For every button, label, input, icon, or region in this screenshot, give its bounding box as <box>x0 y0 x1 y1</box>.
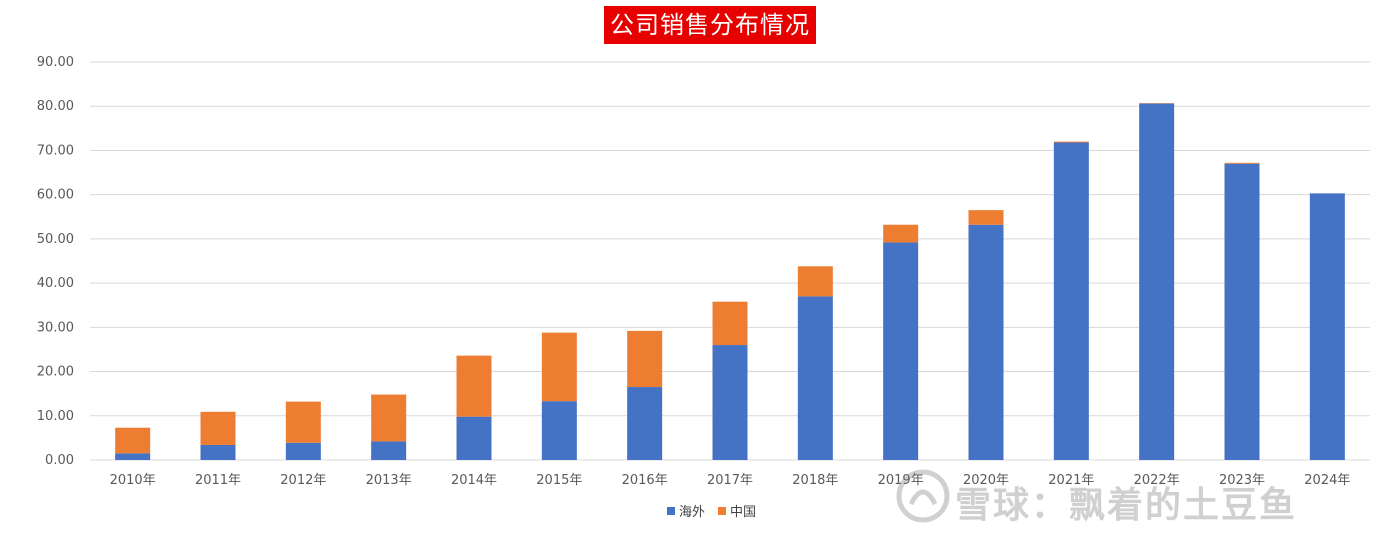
bar-china <box>200 411 236 445</box>
legend-label-overseas: 海外 <box>679 505 705 520</box>
bar-china <box>883 224 919 243</box>
legend: 海外 中国 <box>667 505 756 520</box>
x-tick-label: 2020年 <box>963 473 1009 488</box>
x-tick-label: 2023年 <box>1219 473 1265 488</box>
bar-overseas <box>115 453 151 460</box>
bar-china <box>1053 141 1089 143</box>
x-tick-label: 2011年 <box>195 473 241 488</box>
x-tick-label: 2016年 <box>622 473 668 488</box>
bar-china <box>1224 162 1260 164</box>
bar-overseas <box>371 441 407 460</box>
y-tick-label: 0.00 <box>45 453 74 468</box>
x-tick-label: 2019年 <box>878 473 924 488</box>
bar-overseas <box>627 387 663 460</box>
y-tick-label: 60.00 <box>37 188 74 203</box>
x-tick-label: 2024年 <box>1304 473 1350 488</box>
y-axis-ticks: 0.00 10.00 20.00 30.00 40.00 50.00 60.00 70.00 8… <box>37 55 74 468</box>
bar-china <box>968 210 1004 225</box>
y-tick-label: 80.00 <box>37 99 74 114</box>
x-tick-label: 2014年 <box>451 473 497 488</box>
x-tick-label: 2022年 <box>1134 473 1180 488</box>
bar-overseas <box>712 345 748 460</box>
bar-china <box>541 332 577 402</box>
bar-overseas <box>541 401 577 460</box>
y-tick-label: 50.00 <box>37 232 74 247</box>
bar-china <box>371 394 407 442</box>
x-tick-label: 2013年 <box>366 473 412 488</box>
bar-china <box>115 427 151 454</box>
bar-china <box>712 301 748 346</box>
bar-overseas <box>456 416 492 460</box>
legend-label-china: 中国 <box>730 505 756 520</box>
y-tick-label: 30.00 <box>37 320 74 335</box>
bar-overseas <box>285 442 321 460</box>
bar-china <box>797 266 833 297</box>
y-tick-label: 20.00 <box>37 365 74 380</box>
bar-overseas <box>1053 142 1089 461</box>
y-tick-label: 90.00 <box>37 55 74 70</box>
legend-swatch-overseas <box>667 507 675 515</box>
y-tick-label: 70.00 <box>37 143 74 158</box>
bar-china <box>627 330 663 388</box>
bars <box>115 103 1345 461</box>
bar-overseas <box>1139 103 1175 461</box>
x-axis-ticks: 2010年 2011年 2012年 2013年 2014年 2015年 2016年 2017年… <box>110 473 1351 488</box>
bar-overseas <box>1309 193 1345 460</box>
chart-title: 公司销售分布情况 <box>604 6 816 44</box>
bar-china <box>285 401 321 443</box>
y-tick-label: 10.00 <box>37 409 74 424</box>
bar-overseas <box>200 444 236 460</box>
x-tick-label: 2015年 <box>536 473 582 488</box>
x-tick-label: 2018年 <box>792 473 838 488</box>
bar-overseas <box>968 224 1004 460</box>
y-tick-label: 40.00 <box>37 276 74 291</box>
bar-overseas <box>797 296 833 460</box>
bar-overseas <box>1224 163 1260 460</box>
x-tick-label: 2012年 <box>280 473 326 488</box>
bar-china <box>456 355 492 417</box>
x-tick-label: 2017年 <box>707 473 753 488</box>
legend-swatch-china <box>718 507 726 515</box>
x-tick-label: 2010年 <box>110 473 156 488</box>
x-tick-label: 2021年 <box>1048 473 1094 488</box>
bar-overseas <box>883 242 919 460</box>
